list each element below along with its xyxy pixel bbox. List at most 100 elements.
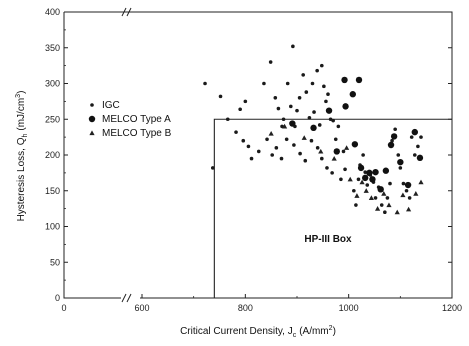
y-tick-label: 150	[45, 186, 60, 196]
data-point	[282, 123, 288, 129]
data-point	[344, 145, 350, 150]
data-point	[310, 124, 317, 132]
data-point	[273, 96, 278, 100]
labels: 0 50 100 150 200 250 300 350 400 0 600 800 1000 1200 H…	[15, 7, 462, 339]
data-point	[249, 156, 254, 161]
data-point	[203, 81, 207, 86]
x-tick-label: 800	[238, 303, 253, 313]
data-point	[398, 166, 403, 170]
data-point	[354, 193, 360, 198]
data-point	[365, 183, 370, 187]
legend-label: MELCO Type A	[102, 114, 171, 125]
data-point	[390, 133, 398, 140]
data-point	[210, 166, 215, 170]
y-tick-label: 100	[45, 222, 60, 232]
data-point	[363, 170, 368, 174]
data-point	[404, 181, 412, 189]
data-point	[366, 169, 373, 177]
data-point	[320, 63, 324, 68]
data-point	[295, 108, 299, 113]
data-point	[218, 94, 223, 99]
data-point	[393, 127, 397, 132]
data-point	[292, 143, 296, 147]
hp-iii-box-boundary	[213, 118, 452, 298]
data-point	[276, 106, 281, 111]
data-point	[298, 151, 302, 156]
data-point	[419, 135, 423, 139]
legend-marker	[89, 130, 95, 136]
data-point	[369, 176, 376, 183]
data-point	[375, 206, 381, 211]
data-point	[372, 168, 379, 176]
y-axis-label-unit-sup: 3	[15, 94, 22, 98]
data-point	[351, 141, 359, 148]
y-tick-label: 400	[45, 7, 60, 17]
data-point	[274, 146, 279, 150]
y-axis-label-unit-end: )	[16, 91, 27, 94]
data-point	[349, 91, 356, 98]
data-point	[347, 176, 353, 182]
data-point	[291, 44, 295, 49]
data-point	[301, 135, 307, 140]
data-point	[379, 203, 384, 207]
data-point	[404, 188, 409, 193]
plot-frame	[64, 11, 453, 299]
data-point	[368, 195, 374, 200]
data-point	[356, 177, 361, 182]
data-point	[394, 209, 400, 215]
data-point	[333, 148, 340, 155]
x-axis-label-sub: c	[293, 332, 297, 339]
data-point	[388, 181, 392, 186]
data-point	[354, 203, 358, 207]
y-axis-label-main: Hysteresis Loss, Q	[16, 137, 27, 221]
data-point	[413, 191, 419, 196]
data-point	[396, 153, 401, 157]
data-point	[341, 76, 348, 84]
data-point	[322, 84, 326, 89]
data-point	[256, 149, 261, 154]
data-point	[382, 167, 390, 174]
data-point	[390, 138, 394, 143]
data-point	[268, 60, 273, 64]
data-point	[361, 153, 365, 157]
legend-label: IGC	[102, 100, 120, 111]
x-axis-break-top	[64, 7, 132, 17]
data-point	[246, 144, 251, 149]
x-axis-label-unit-end: )	[333, 326, 336, 337]
data-point	[324, 99, 328, 104]
data-point	[303, 158, 308, 163]
data-point	[362, 174, 369, 182]
data-point	[317, 123, 322, 127]
data-point	[416, 144, 420, 149]
data-point	[386, 202, 392, 208]
data-point	[359, 179, 365, 185]
legend-label: MELCO Type B	[102, 128, 172, 139]
data-point	[331, 118, 335, 123]
series-large-dot	[289, 76, 424, 193]
data-points	[203, 44, 424, 215]
y-tick-label: 350	[45, 43, 60, 53]
data-point	[304, 90, 309, 94]
data-point	[320, 156, 324, 161]
x-tick-label: 600	[134, 303, 149, 313]
x-axis-label-unit: (A/mm	[299, 326, 328, 337]
data-point	[225, 117, 230, 122]
data-point	[309, 138, 314, 143]
data-point	[341, 149, 346, 154]
data-point	[377, 186, 384, 193]
plot-frame-left	[63, 12, 121, 299]
data-point	[297, 96, 302, 100]
data-point	[343, 167, 347, 172]
data-point	[238, 107, 242, 112]
data-point	[363, 188, 369, 193]
data-point	[325, 166, 329, 170]
legend: IGC MELCO Type A MELCO Type B	[88, 100, 172, 139]
data-point	[325, 107, 333, 114]
data-point	[310, 81, 315, 86]
data-point	[326, 92, 330, 97]
data-point	[307, 116, 312, 120]
x-axis-label-main: Critical Current Density, J	[180, 326, 293, 337]
data-point	[331, 155, 337, 161]
data-point	[407, 196, 412, 200]
